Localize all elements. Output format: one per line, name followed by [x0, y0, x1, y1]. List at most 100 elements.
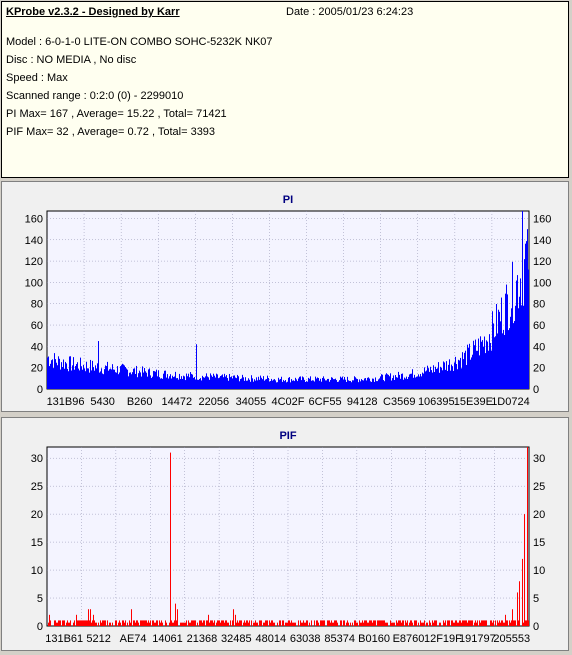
app-title: KProbe v2.3.2 - Designed by Karr: [6, 6, 180, 18]
y-tick-label-left: 20: [31, 509, 43, 521]
bar: [277, 622, 278, 626]
bar: [375, 377, 376, 389]
bar: [52, 359, 53, 389]
bar: [369, 620, 370, 626]
bar: [148, 620, 149, 626]
bar: [136, 365, 137, 389]
bar: [371, 381, 372, 389]
bar: [171, 620, 172, 626]
bar: [380, 376, 381, 389]
bar: [120, 366, 121, 389]
bar: [406, 376, 407, 389]
bar: [287, 381, 288, 389]
bar: [492, 622, 493, 626]
bar: [150, 620, 151, 626]
bar: [477, 350, 478, 389]
bar: [253, 622, 254, 626]
bar: [139, 370, 140, 389]
bar: [97, 363, 98, 389]
bar: [181, 622, 182, 626]
bar: [135, 373, 136, 389]
x-tick-label: 5212: [86, 633, 110, 645]
bar: [469, 343, 470, 389]
bar: [297, 381, 298, 389]
bar: [401, 622, 402, 626]
bar: [491, 350, 492, 389]
pif-summary-line: PIF Max= 32 , Average= 0.72 , Total= 339…: [6, 126, 216, 138]
y-tick-label-right: 160: [533, 213, 551, 225]
y-tick-label-right: 140: [533, 235, 551, 247]
bar: [220, 376, 221, 389]
bar: [83, 364, 84, 389]
bar: [69, 356, 70, 389]
bar: [47, 357, 48, 389]
bar: [170, 452, 171, 626]
bar: [397, 622, 398, 626]
bar: [436, 368, 437, 389]
bar: [230, 377, 231, 389]
x-tick-label: 22056: [199, 396, 230, 408]
bar: [373, 378, 374, 389]
bar: [351, 382, 352, 389]
bar: [302, 376, 303, 389]
bar: [157, 376, 158, 389]
bar: [105, 365, 106, 389]
bar: [233, 375, 234, 389]
bar: [251, 375, 252, 389]
bar: [115, 372, 116, 389]
chart-title: PIF: [279, 430, 296, 442]
bar: [509, 328, 510, 389]
bar: [171, 378, 172, 389]
bar: [420, 373, 421, 389]
bar: [123, 620, 124, 626]
bar: [414, 374, 415, 389]
bar: [510, 622, 511, 626]
bar: [402, 620, 403, 626]
bar: [359, 620, 360, 626]
bar: [124, 622, 125, 626]
bar: [194, 377, 195, 389]
bar: [153, 370, 154, 389]
bar: [472, 354, 473, 389]
bar: [92, 360, 93, 389]
bar: [423, 622, 424, 626]
bar: [314, 620, 315, 626]
bar: [283, 379, 284, 389]
scan-date: Date : 2005/01/23 6:24:23: [286, 6, 414, 18]
bar: [422, 622, 423, 626]
bar: [68, 622, 69, 626]
bar: [435, 366, 436, 389]
bar: [143, 620, 144, 626]
bar: [268, 378, 269, 389]
bar: [386, 622, 387, 626]
bar: [251, 620, 252, 626]
bar: [119, 620, 120, 626]
y-tick-label-right: 20: [533, 363, 545, 375]
bar: [470, 620, 471, 626]
bar: [130, 622, 131, 626]
bar: [93, 614, 94, 626]
bar: [235, 377, 236, 389]
bar: [356, 622, 357, 626]
bar: [438, 362, 439, 389]
bar: [128, 376, 129, 389]
bar: [485, 353, 486, 389]
bar: [129, 620, 130, 626]
bar: [162, 622, 163, 626]
bar: [208, 377, 209, 389]
bar: [335, 378, 336, 389]
bar: [360, 622, 361, 626]
bar: [63, 620, 64, 626]
bar: [312, 380, 313, 389]
bar: [175, 603, 176, 626]
bar: [70, 356, 71, 389]
bar: [184, 622, 185, 626]
bar: [93, 367, 94, 389]
bar: [163, 373, 164, 389]
bar: [431, 370, 432, 389]
bar: [176, 620, 177, 626]
bar: [429, 620, 430, 626]
bar: [443, 620, 444, 626]
y-tick-label-right: 20: [533, 509, 545, 521]
bar: [457, 369, 458, 389]
